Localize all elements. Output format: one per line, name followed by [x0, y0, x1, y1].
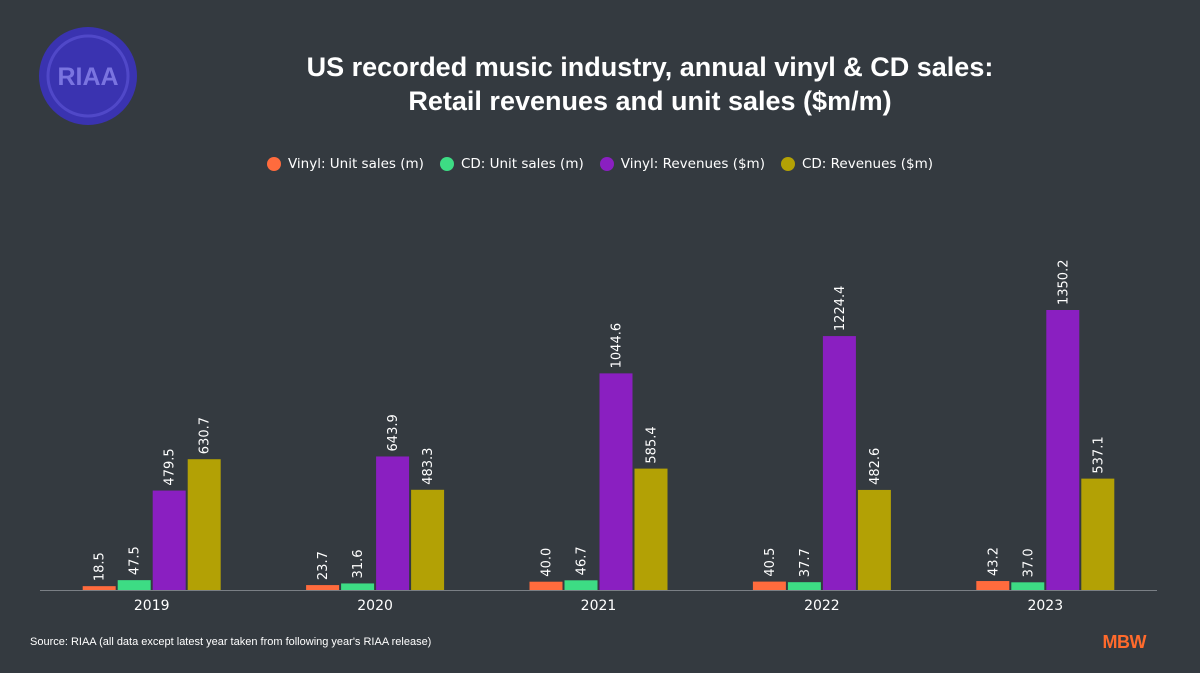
bar[interactable] — [599, 373, 633, 590]
data-label: 18.5 — [93, 552, 108, 581]
legend-item[interactable]: CD: Revenues ($m) — [780, 156, 934, 172]
data-label: 585.4 — [645, 426, 660, 463]
data-label: 31.6 — [351, 549, 366, 578]
x-tick-label: 2019 — [134, 598, 170, 614]
legend-marker — [266, 157, 281, 171]
bar[interactable] — [564, 580, 598, 590]
legend-label: Vinyl: Revenues ($m) — [620, 156, 765, 172]
legend: Vinyl: Unit sales (m) CD: Unit sales (m) V… — [0, 156, 1200, 172]
bar[interactable] — [187, 459, 221, 590]
legend-marker — [599, 157, 614, 171]
bar[interactable] — [1046, 310, 1080, 590]
data-label: 630.7 — [198, 417, 213, 454]
chart-title-line1: US recorded music industry, annual vinyl… — [306, 52, 994, 82]
data-label: 1224.4 — [833, 286, 848, 332]
bar[interactable] — [376, 456, 410, 590]
bar[interactable] — [411, 489, 445, 590]
bar[interactable] — [752, 581, 786, 590]
data-label: 643.9 — [386, 414, 401, 451]
data-label: 37.0 — [1021, 548, 1036, 577]
data-label: 47.5 — [128, 546, 143, 575]
legend-label: Vinyl: Unit sales (m) — [287, 156, 424, 172]
legend-label: CD: Unit sales (m) — [460, 156, 584, 172]
source-note: Source: RIAA (all data except latest yea… — [30, 636, 432, 648]
bar[interactable] — [152, 490, 186, 590]
bar[interactable] — [1081, 478, 1115, 590]
x-tick-label: 2022 — [804, 598, 840, 614]
legend-marker — [439, 157, 454, 171]
logo-text: RIAA — [57, 63, 118, 91]
riaa-logo: RIAA — [39, 27, 137, 125]
logo-inner-ring — [46, 34, 130, 118]
legend-marker — [780, 157, 795, 171]
mbw-logo: MBW — [1102, 632, 1147, 652]
bar[interactable] — [82, 586, 116, 590]
data-label: 43.2 — [986, 547, 1001, 576]
legend-label: CD: Revenues ($m) — [801, 156, 934, 172]
bar[interactable] — [341, 583, 375, 590]
data-label: 37.7 — [798, 548, 813, 577]
bar[interactable] — [117, 580, 151, 590]
data-label: 1044.6 — [610, 323, 625, 369]
bar[interactable] — [787, 582, 821, 590]
data-label: 23.7 — [316, 551, 331, 580]
data-label: 483.3 — [421, 448, 436, 485]
data-label: 537.1 — [1091, 436, 1106, 473]
bar[interactable] — [529, 581, 563, 590]
bar[interactable] — [822, 336, 856, 590]
legend-item[interactable]: CD: Unit sales (m) — [439, 156, 584, 172]
chart-title-line2: Retail revenues and unit sales ($m/m) — [408, 86, 892, 116]
bar[interactable] — [306, 585, 340, 590]
data-label: 479.5 — [163, 448, 178, 485]
x-tick-label: 2023 — [1027, 598, 1063, 614]
legend-item[interactable]: Vinyl: Revenues ($m) — [599, 156, 765, 172]
logo-outer-circle — [39, 27, 137, 125]
data-label: 46.7 — [575, 546, 590, 575]
data-label: 40.0 — [540, 548, 555, 577]
bar[interactable] — [976, 581, 1010, 590]
data-label: 40.5 — [763, 548, 778, 577]
bar[interactable] — [1011, 582, 1045, 590]
bar[interactable] — [857, 489, 891, 590]
x-tick-label: 2020 — [357, 598, 393, 614]
chart-title: US recorded music industry, annual vinyl… — [140, 50, 1160, 118]
data-label: 1350.2 — [1056, 260, 1071, 306]
x-tick-label: 2021 — [581, 598, 617, 614]
bar[interactable] — [634, 468, 668, 590]
legend-item[interactable]: Vinyl: Unit sales (m) — [266, 156, 424, 172]
data-label: 482.6 — [868, 448, 883, 485]
